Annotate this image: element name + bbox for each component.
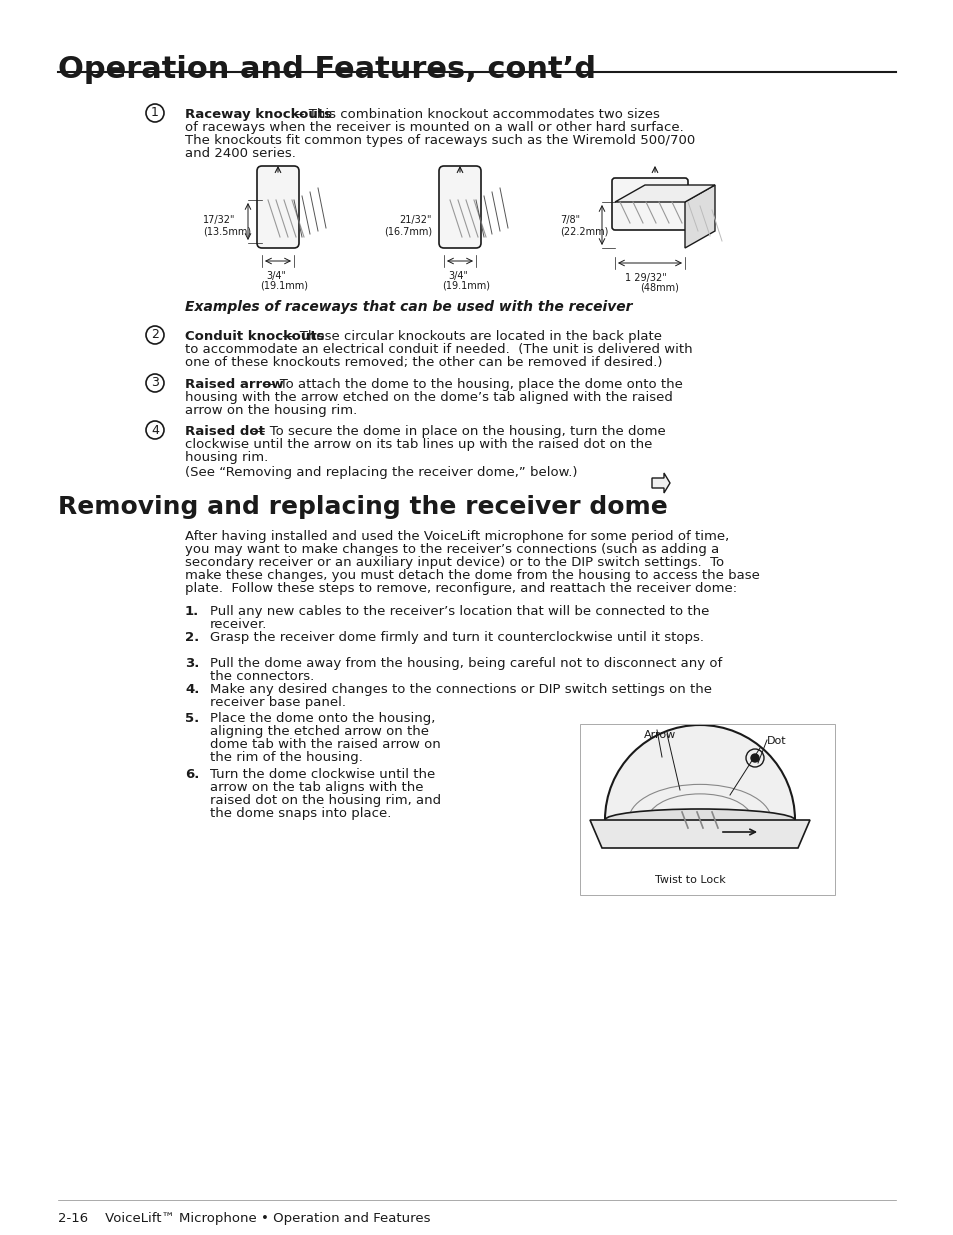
Text: Arrow: Arrow	[643, 730, 676, 740]
Text: 1.: 1.	[185, 605, 199, 618]
Text: aligning the etched arrow on the: aligning the etched arrow on the	[210, 725, 429, 739]
Text: The knockouts fit common types of raceways such as the Wiremold 500/700: The knockouts fit common types of racewa…	[185, 135, 695, 147]
Text: Removing and replacing the receiver dome: Removing and replacing the receiver dome	[58, 495, 667, 519]
Text: to accommodate an electrical conduit if needed.  (The unit is delivered with: to accommodate an electrical conduit if …	[185, 343, 692, 356]
Circle shape	[745, 748, 763, 767]
Text: (13.5mm): (13.5mm)	[203, 226, 251, 236]
Wedge shape	[604, 725, 794, 820]
Text: Place the dome onto the housing,: Place the dome onto the housing,	[210, 713, 435, 725]
Text: Twist to Lock: Twist to Lock	[654, 876, 724, 885]
Text: the dome snaps into place.: the dome snaps into place.	[210, 806, 391, 820]
Text: Pull the dome away from the housing, being careful not to disconnect any of: Pull the dome away from the housing, bei…	[210, 657, 721, 671]
Text: Raised arrow: Raised arrow	[185, 378, 283, 391]
Text: secondary receiver or an auxiliary input device) or to the DIP switch settings. : secondary receiver or an auxiliary input…	[185, 556, 723, 569]
Text: 2.: 2.	[185, 631, 199, 643]
Text: receiver.: receiver.	[210, 618, 267, 631]
Text: the rim of the housing.: the rim of the housing.	[210, 751, 362, 764]
Text: — To attach the dome to the housing, place the dome onto the: — To attach the dome to the housing, pla…	[257, 378, 682, 391]
Text: arrow on the housing rim.: arrow on the housing rim.	[185, 404, 356, 417]
Text: arrow on the tab aligns with the: arrow on the tab aligns with the	[210, 781, 423, 794]
FancyBboxPatch shape	[256, 165, 298, 248]
Text: 3/4": 3/4"	[448, 270, 468, 282]
Text: 5.: 5.	[185, 713, 199, 725]
Text: Raised dot: Raised dot	[185, 425, 265, 438]
Circle shape	[750, 755, 759, 762]
Text: (16.7mm): (16.7mm)	[383, 226, 432, 236]
Text: 7/8": 7/8"	[559, 215, 579, 225]
Text: Make any desired changes to the connections or DIP switch settings on the: Make any desired changes to the connecti…	[210, 683, 711, 697]
Polygon shape	[651, 473, 669, 493]
Text: (See “Removing and replacing the receiver dome,” below.): (See “Removing and replacing the receive…	[185, 466, 577, 479]
Text: (22.2mm): (22.2mm)	[559, 226, 608, 236]
Text: clockwise until the arrow on its tab lines up with the raised dot on the: clockwise until the arrow on its tab lin…	[185, 438, 652, 451]
Text: (19.1mm): (19.1mm)	[260, 282, 308, 291]
Polygon shape	[589, 820, 809, 848]
Text: 2-16    VoiceLift™ Microphone • Operation and Features: 2-16 VoiceLift™ Microphone • Operation a…	[58, 1212, 430, 1225]
FancyBboxPatch shape	[612, 178, 687, 230]
Polygon shape	[684, 185, 714, 248]
Text: receiver base panel.: receiver base panel.	[210, 697, 346, 709]
Text: make these changes, you must detach the dome from the housing to access the base: make these changes, you must detach the …	[185, 569, 760, 582]
Text: 1 29/32": 1 29/32"	[624, 273, 666, 283]
Text: one of these knockouts removed; the other can be removed if desired.): one of these knockouts removed; the othe…	[185, 356, 661, 369]
Text: plate.  Follow these steps to remove, reconfigure, and reattach the receiver dom: plate. Follow these steps to remove, rec…	[185, 582, 737, 595]
Text: 4: 4	[151, 424, 159, 436]
Text: 3/4": 3/4"	[266, 270, 286, 282]
Text: 3: 3	[151, 377, 159, 389]
Text: the connectors.: the connectors.	[210, 671, 314, 683]
Text: Operation and Features, cont’d: Operation and Features, cont’d	[58, 56, 596, 84]
Text: Dot: Dot	[766, 736, 786, 746]
Text: 1: 1	[151, 106, 159, 120]
Text: — This combination knockout accommodates two sizes: — This combination knockout accommodates…	[287, 107, 659, 121]
Text: Conduit knockouts: Conduit knockouts	[185, 330, 324, 343]
Text: 6.: 6.	[185, 768, 199, 781]
Text: of raceways when the receiver is mounted on a wall or other hard surface.: of raceways when the receiver is mounted…	[185, 121, 683, 135]
Text: 3.: 3.	[185, 657, 199, 671]
Text: (48mm): (48mm)	[639, 283, 679, 293]
Text: Turn the dome clockwise until the: Turn the dome clockwise until the	[210, 768, 435, 781]
Ellipse shape	[604, 809, 794, 831]
Polygon shape	[615, 185, 714, 203]
Text: (19.1mm): (19.1mm)	[441, 282, 490, 291]
Text: Raceway knockouts: Raceway knockouts	[185, 107, 332, 121]
FancyBboxPatch shape	[438, 165, 480, 248]
Text: dome tab with the raised arrow on: dome tab with the raised arrow on	[210, 739, 440, 751]
Text: — These circular knockouts are located in the back plate: — These circular knockouts are located i…	[277, 330, 661, 343]
Text: Examples of raceways that can be used with the receiver: Examples of raceways that can be used wi…	[185, 300, 632, 314]
Text: — To secure the dome in place on the housing, turn the dome: — To secure the dome in place on the hou…	[248, 425, 665, 438]
Text: housing with the arrow etched on the dome’s tab aligned with the raised: housing with the arrow etched on the dom…	[185, 391, 672, 404]
Text: Pull any new cables to the receiver’s location that will be connected to the: Pull any new cables to the receiver’s lo…	[210, 605, 709, 618]
Text: After having installed and used the VoiceLift microphone for some period of time: After having installed and used the Voic…	[185, 530, 728, 543]
Text: Grasp the receiver dome firmly and turn it counterclockwise until it stops.: Grasp the receiver dome firmly and turn …	[210, 631, 703, 643]
Text: 21/32": 21/32"	[399, 215, 432, 225]
Text: 2: 2	[151, 329, 159, 342]
Text: 17/32": 17/32"	[203, 215, 235, 225]
Text: raised dot on the housing rim, and: raised dot on the housing rim, and	[210, 794, 440, 806]
Text: 4.: 4.	[185, 683, 199, 697]
Text: and 2400 series.: and 2400 series.	[185, 147, 295, 161]
Text: housing rim.: housing rim.	[185, 451, 268, 464]
Text: you may want to make changes to the receiver’s connections (such as adding a: you may want to make changes to the rece…	[185, 543, 719, 556]
